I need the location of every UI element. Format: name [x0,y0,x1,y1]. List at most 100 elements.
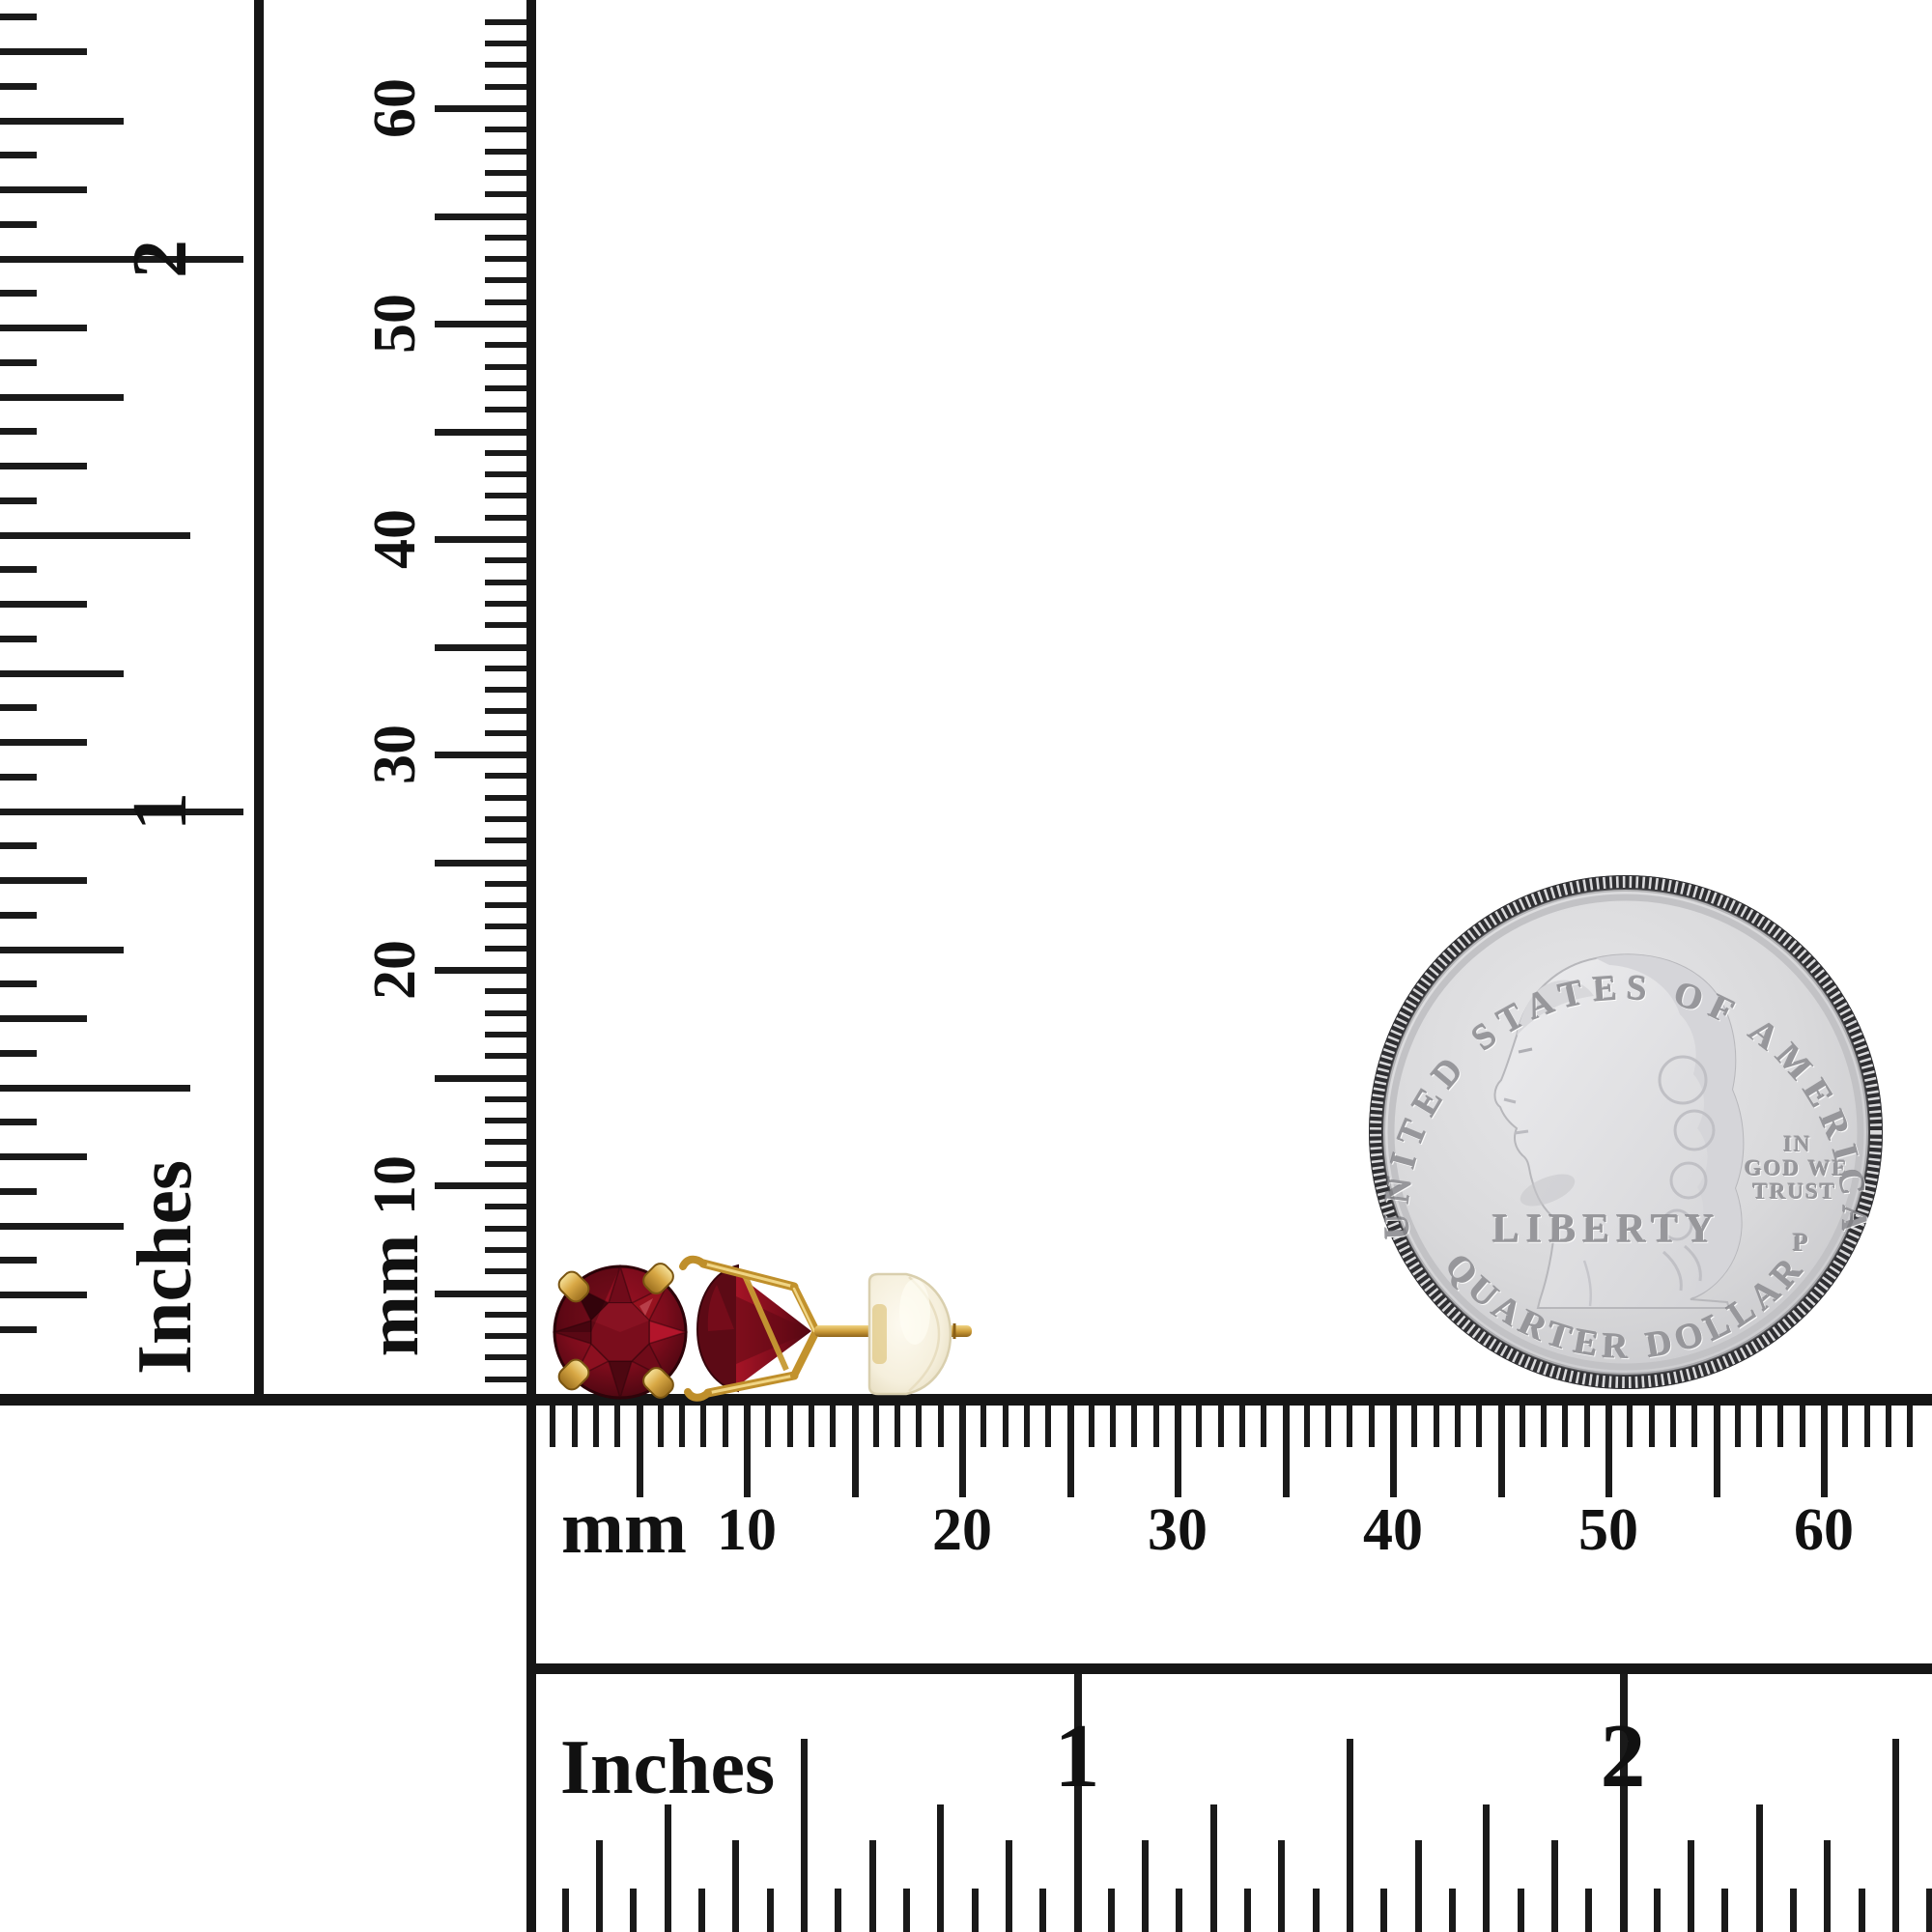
ruler-tick [1347,1406,1353,1447]
martini-basket-wires [679,1255,821,1402]
ruler-tick [1821,1406,1828,1497]
ruler-tick [1585,1889,1593,1932]
ruler-tick [937,1406,944,1447]
ruler-tick [700,1406,707,1447]
coin-mint-mark: P [1793,1229,1808,1257]
ruler-tick [1454,1406,1461,1447]
ruler-tick [550,1406,556,1447]
ruler-tick [0,14,37,21]
ruler-tick [485,579,526,585]
ruler-tick [1196,1406,1203,1447]
ruler-tick [1519,1406,1525,1447]
ruler-tick [0,1015,87,1022]
ruler-tick [1863,1406,1870,1447]
ruler-tick [872,1406,879,1447]
ruler-numeral: 30 [1148,1497,1208,1563]
ruler-tick [485,449,526,456]
ruler-tick [732,1840,740,1932]
ruler-tick [1824,1840,1832,1932]
ruler-tick [786,1406,793,1447]
ruler-tick [0,531,190,539]
ruler-tick [1414,1840,1422,1932]
ruler-tick [895,1406,901,1447]
ruler-numeral: 10 [717,1497,777,1563]
ruler-tick [485,815,526,822]
ruler-tick [435,967,526,974]
ruler-tick [1175,1406,1181,1497]
ruler-tick [766,1889,774,1932]
ruler-tick [485,729,526,736]
ruler-tick [1619,1674,1628,1932]
ruler-tick [614,1406,621,1447]
ruler-tick [435,105,526,112]
ruler-tick [1278,1840,1286,1932]
ruler-tick [1023,1406,1030,1447]
ruler-tick [485,1354,526,1361]
ruler-tick [0,635,37,642]
ruler-tick [679,1406,686,1447]
ruler-tick [485,1139,526,1146]
ruler-tick [1244,1889,1252,1932]
silicone-earring-back [867,1272,952,1396]
ruler-tick [485,169,526,176]
ruler-tick [1926,1889,1932,1932]
ruler-tick [1325,1406,1332,1447]
ruler-tick [971,1889,979,1932]
ruler-tick [1005,1840,1012,1932]
ruler-tick [0,255,243,263]
ruler-tick [722,1406,728,1447]
coin-motto-line-2: GOD WE [1745,1156,1849,1180]
ruler-tick [1799,1406,1805,1447]
ruler-tick [485,708,526,715]
ruler-tick [485,1225,526,1232]
ruler-tick [485,1311,526,1318]
ruler-tick [0,152,37,159]
ruler-tick [1907,1406,1914,1447]
ruler-tick [485,1268,526,1275]
ruler-tick [1517,1889,1524,1932]
ruler-tick [485,298,526,305]
ruler-tick [485,945,526,952]
ruler-tick [1842,1406,1849,1447]
ruler-tick [0,704,37,712]
ruler-tick [1073,1674,1082,1932]
ruler-tick [1282,1406,1290,1497]
ruler-tick [1858,1889,1865,1932]
ruler-tick [485,191,526,198]
ruler-tick [485,277,526,284]
ruler-tick [485,988,526,995]
ruler-tick [0,739,87,746]
ruler-tick [1411,1406,1418,1447]
ruler-tick [485,407,526,413]
ruler-tick [485,384,526,391]
ruler-tick [1390,1406,1397,1497]
ruler-tick [765,1406,772,1447]
back-metal-flange [872,1304,887,1364]
ruler-tick [435,536,526,543]
ruler-tick [0,325,87,331]
ruler-tick [485,18,526,25]
ruler-tick [485,1333,526,1340]
ruler-tick [485,1118,526,1124]
ruler-tick [0,1119,37,1126]
bottom-mm-ruler-unit-label: mm [561,1485,687,1569]
bottom-inch-ruler-edge-line [531,1663,1932,1674]
ruler-tick [1088,1406,1094,1447]
ruler-tick [1131,1406,1138,1447]
ruler-tick [485,880,526,887]
ruler-tick [1476,1406,1483,1447]
ruler-tick [485,127,526,133]
ruler-tick [835,1889,842,1932]
ruler-tick [0,186,87,193]
ruler-tick [1653,1889,1661,1932]
ruler-tick [1261,1406,1267,1447]
ruler-tick [485,363,526,370]
ruler-tick [485,471,526,478]
ruler-tick [485,256,526,263]
ruler-tick [1380,1889,1388,1932]
ruler-tick [1562,1406,1569,1447]
ruler-tick [485,665,526,671]
ruler-tick [1777,1406,1784,1447]
ruler-tick [801,1739,808,1932]
